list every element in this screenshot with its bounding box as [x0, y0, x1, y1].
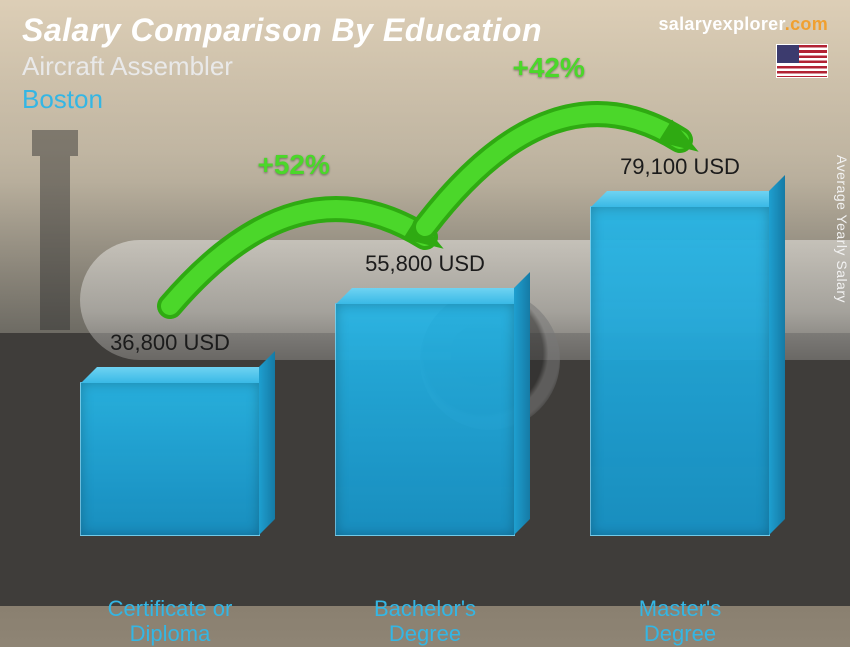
brand: salaryexplorer.com [658, 14, 828, 35]
flag-us-icon [776, 44, 828, 78]
header: Salary Comparison By Education Aircraft … [0, 0, 850, 115]
x-label: Master'sDegree [580, 596, 780, 647]
bar-rect [80, 382, 260, 536]
brand-name: salaryexplorer [658, 14, 784, 34]
x-label: Bachelor'sDegree [325, 596, 525, 647]
bar: 36,800 USD [80, 382, 260, 536]
bar-chart: 36,800 USD55,800 USD79,100 USD+52%+42% [60, 160, 790, 536]
chart-city: Boston [22, 84, 828, 115]
y-axis-label: Average Yearly Salary [834, 155, 850, 303]
jump-label: +52% [258, 149, 330, 181]
brand-suffix: .com [785, 14, 828, 34]
bar-rect [335, 303, 515, 536]
x-label: Certificate orDiploma [70, 596, 270, 647]
bar: 55,800 USD [335, 303, 515, 536]
chart-subtitle: Aircraft Assembler [22, 51, 828, 82]
